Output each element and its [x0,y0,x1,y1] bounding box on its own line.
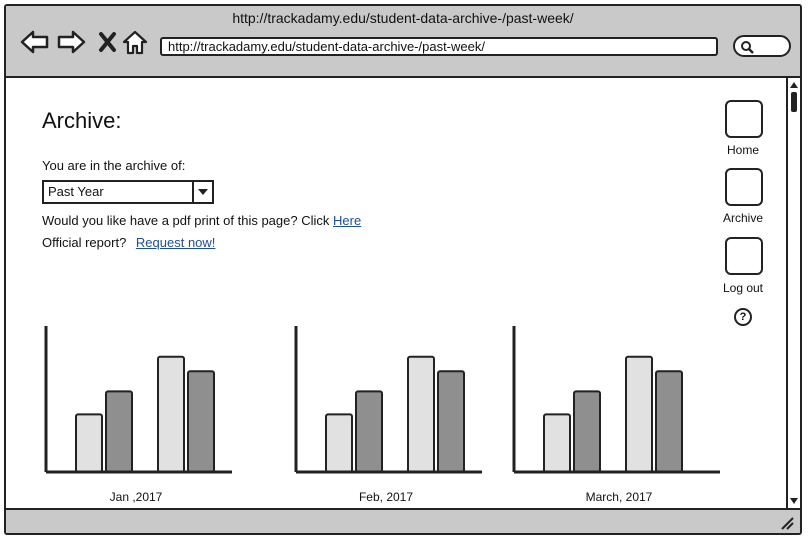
page-title: Archive: [42,108,122,133]
home-button[interactable] [725,100,763,138]
archive-prompt: You are in the archive of: [42,158,186,173]
scroll-thumb[interactable] [791,92,797,112]
chart-feb [294,326,482,474]
status-bar [6,508,800,533]
pdf-here-link[interactable]: Here [333,213,362,228]
official-report-text: Official report? [42,235,127,250]
chart-jan-bar-2 [105,390,133,473]
dropdown-arrow[interactable] [192,182,212,202]
browser-toolbar: http://trackadamy.edu/student-data-archi… [6,6,800,78]
pdf-print-line: Would you like have a pdf print of this … [42,213,361,228]
archive-label[interactable]: Archive [722,211,763,225]
window-title: http://trackadamy.edu/student-data-archi… [232,10,574,26]
chart-mar-bar-2 [573,390,601,473]
official-report-line: Official report? Request now! [42,235,215,250]
resize-grip-icon[interactable] [780,516,794,530]
archive-period-select[interactable]: Past Year [42,180,214,204]
help-icon[interactable]: ? [734,308,752,326]
home-nav-icon[interactable] [120,28,150,56]
chart-mar [512,326,720,474]
chart-feb-bar-1 [325,413,353,473]
chart-feb-bar-2 [355,390,383,473]
archive-period-value: Past Year [48,184,104,199]
back-icon[interactable] [20,28,50,56]
vertical-scrollbar[interactable] [786,78,800,508]
forward-icon[interactable] [56,28,86,56]
search-icon [741,41,754,54]
request-now-link[interactable]: Request now! [135,235,216,250]
chart-feb-label: Feb, 2017 [358,490,414,504]
address-bar[interactable]: http://trackadamy.edu/student-data-archi… [160,37,718,56]
logout-button[interactable] [725,237,763,275]
chart-feb-bar-3 [407,355,435,473]
search-field[interactable] [733,35,791,57]
browser-window: http://trackadamy.edu/student-data-archi… [4,4,802,535]
logout-label[interactable]: Log out [722,281,764,295]
chart-mar-bar-1 [543,413,571,473]
chart-jan [44,326,232,474]
home-label[interactable]: Home [726,143,759,157]
chart-jan-bar-3 [157,355,185,473]
chart-feb-bar-4 [437,370,465,474]
chart-jan-bar-4 [187,370,215,474]
scroll-down-icon[interactable] [788,496,800,506]
stop-icon[interactable] [94,28,124,56]
pdf-print-text: Would you like have a pdf print of this … [42,213,330,228]
chart-jan-bar-1 [75,413,103,473]
page-content: Archive: You are in the archive of: Past… [6,78,786,508]
chart-mar-bar-4 [655,370,683,474]
archive-button[interactable] [725,168,763,206]
scroll-up-icon[interactable] [788,80,800,90]
chevron-down-icon [198,189,208,195]
chart-jan-label: Jan ,2017 [109,490,163,504]
chart-mar-bar-3 [625,355,653,473]
chart-mar-label: March, 2017 [585,490,653,504]
